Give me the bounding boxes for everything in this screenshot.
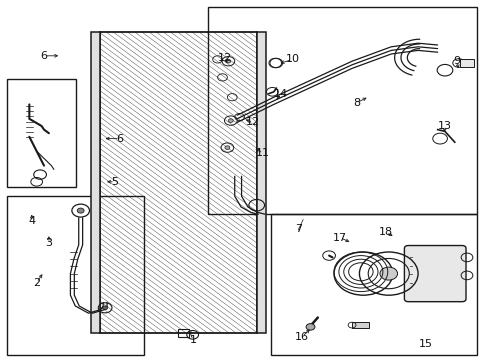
Bar (100, 32, 256, 333)
Circle shape (305, 324, 314, 330)
Text: 10: 10 (285, 54, 299, 64)
Text: 5: 5 (111, 177, 118, 187)
Text: 2: 2 (33, 278, 40, 288)
Bar (7, 196, 144, 355)
Bar (256, 32, 265, 333)
Circle shape (225, 59, 230, 63)
Text: 14: 14 (274, 89, 287, 99)
Text: 6: 6 (41, 51, 47, 61)
Bar (178, 329, 189, 337)
Bar (7, 79, 76, 187)
Circle shape (77, 208, 84, 213)
Text: 7: 7 (294, 224, 301, 234)
Text: 15: 15 (418, 339, 431, 349)
Text: 4: 4 (28, 216, 35, 226)
Bar (207, 7, 476, 214)
Circle shape (224, 146, 229, 149)
Bar (100, 32, 256, 333)
Bar (91, 32, 100, 333)
Text: 18: 18 (379, 227, 392, 237)
Circle shape (102, 306, 107, 310)
Text: 12: 12 (246, 117, 260, 127)
Text: 11: 11 (256, 148, 269, 158)
Text: 16: 16 (295, 332, 308, 342)
Text: 17: 17 (332, 233, 346, 243)
Circle shape (228, 119, 233, 122)
Text: 12: 12 (218, 53, 231, 63)
Bar (351, 322, 368, 328)
Text: 9: 9 (453, 56, 460, 66)
FancyBboxPatch shape (404, 246, 465, 302)
Text: 6: 6 (116, 134, 123, 144)
Text: 8: 8 (353, 98, 360, 108)
Bar (271, 214, 476, 355)
Text: 13: 13 (437, 121, 451, 131)
Text: 3: 3 (45, 238, 52, 248)
Text: 1: 1 (189, 335, 196, 345)
Circle shape (379, 267, 397, 280)
Bar (459, 59, 473, 67)
